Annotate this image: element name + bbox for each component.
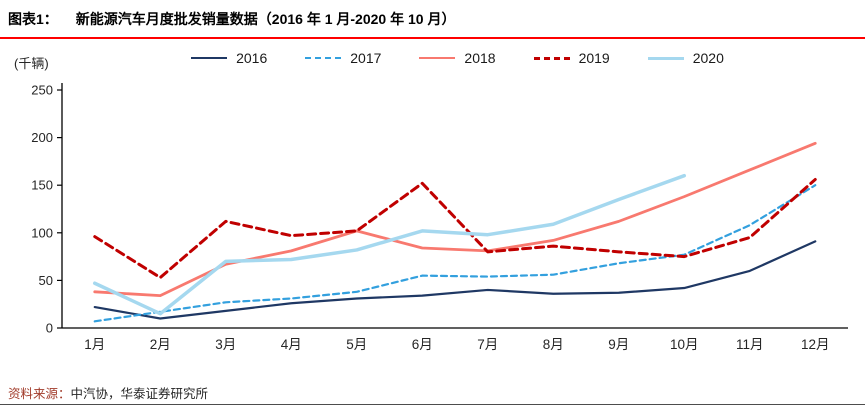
y-tick-label: 150 bbox=[31, 178, 53, 193]
series-line-2019 bbox=[93, 177, 817, 280]
legend-item-2017: 2017 bbox=[305, 50, 381, 66]
x-tick-label: 9月 bbox=[608, 337, 629, 352]
x-tick-label: 8月 bbox=[543, 337, 564, 352]
x-tick-label: 11月 bbox=[736, 337, 764, 352]
series-line-2018 bbox=[93, 141, 817, 298]
legend-line-sample bbox=[305, 57, 342, 59]
figure-tag: 图表1： bbox=[8, 11, 58, 27]
legend-item-2020: 2020 bbox=[647, 50, 724, 66]
x-tick-label: 5月 bbox=[346, 337, 367, 352]
x-tick-label: 1月 bbox=[84, 337, 105, 352]
x-tick-label: 12月 bbox=[801, 337, 830, 352]
figure-title: 新能源汽车月度批发销量数据（2016 年 1 月-2020 年 10 月） bbox=[75, 11, 456, 27]
y-tick-label: 100 bbox=[31, 225, 53, 240]
legend-label: 2020 bbox=[692, 50, 724, 66]
x-tick-label: 10月 bbox=[670, 337, 699, 352]
chart-canvas: 0 50 100 150 200 250 1月 2月 3月 4月 5月 6月 7月 8月 9月 10月 11月 1… bbox=[31, 83, 848, 352]
legend-line-sample bbox=[647, 56, 684, 60]
y-tick-label: 200 bbox=[31, 130, 53, 145]
y-tick-label: 50 bbox=[39, 273, 53, 288]
legend-line-sample bbox=[419, 57, 456, 59]
chart-legend: 2016 2017 2018 2019 2020 bbox=[70, 50, 845, 66]
series-line-2017 bbox=[93, 184, 817, 323]
legend-line-sample bbox=[191, 57, 228, 59]
x-tick-label: 6月 bbox=[412, 337, 433, 352]
source-label: 资料来源： bbox=[8, 387, 71, 401]
x-tick-label: 7月 bbox=[477, 337, 498, 352]
legend-line-sample bbox=[533, 56, 570, 60]
x-tick-label: 4月 bbox=[281, 337, 302, 352]
y-tick-label: 250 bbox=[31, 83, 53, 98]
series-line-2016 bbox=[93, 240, 817, 320]
source-text: 中汽协，华泰证券研究所 bbox=[70, 387, 209, 401]
y-tick-label: 0 bbox=[46, 321, 53, 336]
series-line-2020 bbox=[93, 173, 686, 316]
x-tick-label: 3月 bbox=[215, 337, 236, 352]
figure-header: 图表1： 新能源汽车月度批发销量数据（2016 年 1 月-2020 年 10 月… bbox=[0, 0, 865, 39]
legend-item-2016: 2016 bbox=[191, 50, 267, 66]
legend-label: 2016 bbox=[236, 50, 268, 66]
source-footer: 资料来源：中汽协，华泰证券研究所 bbox=[0, 377, 865, 405]
legend-item-2018: 2018 bbox=[419, 50, 496, 66]
y-axis-unit-label: (千辆) bbox=[14, 56, 49, 71]
legend-item-2019: 2019 bbox=[533, 50, 610, 66]
x-tick-label: 2月 bbox=[150, 337, 171, 352]
legend-label: 2019 bbox=[578, 50, 610, 66]
legend-label: 2018 bbox=[464, 50, 496, 66]
legend-label: 2017 bbox=[350, 50, 382, 66]
